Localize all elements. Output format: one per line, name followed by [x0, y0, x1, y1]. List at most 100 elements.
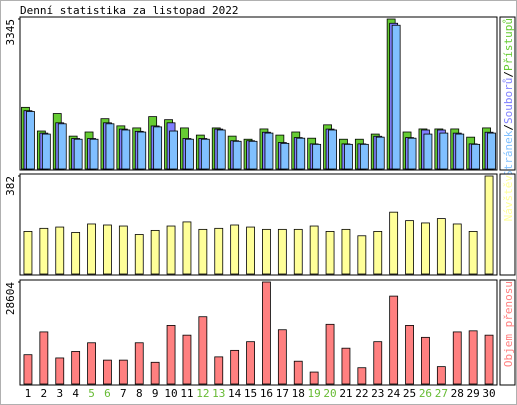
- bar: [200, 138, 210, 170]
- bar: [484, 334, 494, 385]
- bar: [55, 357, 65, 385]
- bar: [309, 225, 319, 275]
- bar: [23, 354, 33, 385]
- x-tick-label: 1: [25, 387, 32, 400]
- bar: [57, 123, 67, 170]
- bar: [423, 133, 433, 170]
- bar: [357, 367, 367, 385]
- bar: [39, 331, 49, 385]
- legend-entry: Souborů: [502, 78, 515, 124]
- x-tick-label: 6: [104, 387, 111, 400]
- bar: [134, 342, 144, 385]
- legend-separator: /: [502, 124, 515, 131]
- bar: [26, 111, 35, 170]
- bar: [89, 138, 99, 170]
- bar: [421, 336, 430, 385]
- bar: [166, 325, 176, 385]
- bar: [293, 360, 303, 385]
- bar: [359, 143, 369, 170]
- x-tick-label: 17: [276, 387, 289, 400]
- bar: [312, 143, 322, 170]
- bar: [169, 130, 178, 170]
- bar: [246, 226, 255, 275]
- bar: [373, 231, 383, 275]
- legend-separator: /: [502, 71, 515, 78]
- x-tick-label: 7: [120, 387, 127, 400]
- bar: [405, 325, 414, 385]
- bar: [182, 334, 192, 385]
- bar: [468, 231, 478, 275]
- bar: [407, 137, 417, 170]
- legend: Objem přenosu: [502, 281, 515, 367]
- bar: [103, 224, 112, 275]
- bar: [391, 24, 401, 170]
- bar: [309, 371, 319, 385]
- label-panel: [499, 16, 516, 171]
- bar: [198, 316, 208, 385]
- x-tick-label: 11: [180, 387, 193, 400]
- bar: [216, 129, 226, 170]
- bar: [389, 295, 399, 385]
- bar: [185, 138, 194, 170]
- legend-entry: Objem přenosu: [502, 281, 515, 367]
- bar: [39, 227, 49, 275]
- label-panel: [499, 279, 516, 386]
- bar: [118, 225, 128, 275]
- bar: [232, 140, 242, 170]
- bar: [357, 235, 367, 275]
- x-tick-label: 19: [308, 387, 321, 400]
- bar: [87, 342, 96, 385]
- x-tick-label: 28: [451, 387, 464, 400]
- x-tick-label: 4: [72, 387, 79, 400]
- x-tick-label: 22: [355, 387, 368, 400]
- bar: [436, 218, 446, 275]
- chart-title: Denní statistika za listopad 2022: [20, 4, 239, 17]
- bar: [439, 132, 449, 170]
- bar: [277, 329, 287, 385]
- y-tick-label: 382: [4, 176, 17, 196]
- bar: [71, 351, 81, 385]
- bar: [134, 234, 144, 275]
- x-tick-label: 9: [152, 387, 159, 400]
- bar: [150, 361, 160, 385]
- x-tick-label: 29: [467, 387, 480, 400]
- x-tick-label: 14: [228, 387, 242, 400]
- legend: Stránek/Souborů/Přístupů: [502, 18, 515, 177]
- bar: [214, 356, 224, 385]
- x-tick-label: 21: [339, 387, 352, 400]
- x-tick-label: 25: [403, 387, 416, 400]
- x-tick-label: 13: [212, 387, 225, 400]
- bar: [452, 223, 462, 275]
- bar: [293, 228, 303, 275]
- panel: [19, 173, 498, 276]
- x-tick-label: 3: [56, 387, 63, 400]
- bar: [150, 229, 160, 275]
- bar: [121, 129, 131, 170]
- x-tick-label: 23: [371, 387, 384, 400]
- bar: [166, 225, 176, 275]
- bar: [105, 123, 115, 170]
- x-tick-label: 10: [164, 387, 177, 400]
- bar: [262, 281, 271, 385]
- bar: [341, 347, 351, 385]
- y-tick-label: 28604: [4, 282, 17, 315]
- bar: [198, 228, 208, 275]
- bar: [182, 221, 192, 275]
- bar: [389, 211, 399, 275]
- bar: [280, 142, 290, 170]
- bar: [137, 131, 147, 170]
- bar: [118, 359, 128, 385]
- bar: [328, 129, 337, 170]
- x-tick-label: 27: [435, 387, 448, 400]
- bar: [471, 143, 481, 170]
- x-tick-label: 18: [292, 387, 305, 400]
- bar: [452, 331, 462, 385]
- bar: [341, 228, 351, 275]
- x-tick-label: 2: [41, 387, 48, 400]
- bar: [468, 330, 478, 385]
- bar: [344, 143, 353, 170]
- legend: Návštěv: [502, 175, 515, 222]
- bar: [41, 133, 51, 170]
- label-panel: [499, 173, 516, 276]
- bar: [262, 228, 271, 275]
